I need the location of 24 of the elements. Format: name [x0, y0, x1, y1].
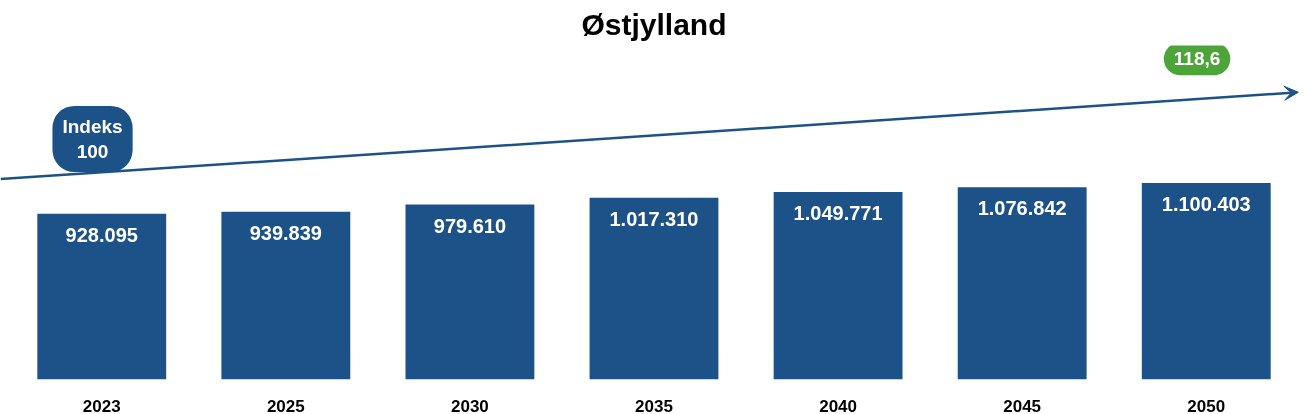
bar — [957, 187, 1087, 380]
data-label: 1.076.842 — [977, 197, 1067, 220]
data-label: 1.049.771 — [793, 202, 883, 225]
x-tick-label: 2040 — [819, 396, 857, 414]
x-tick-label: 2035 — [635, 396, 673, 414]
text: 118,6 — [1173, 48, 1221, 70]
bar — [221, 211, 351, 380]
data-label: 939.839 — [249, 221, 322, 244]
x-tick-label: 2030 — [451, 396, 489, 414]
x-tick-label: 2023 — [82, 396, 121, 414]
chart-title: Østjylland — [581, 7, 727, 41]
data-label: 979.610 — [433, 214, 507, 237]
x-tick-label: 2025 — [266, 396, 305, 414]
x-tick-label: 2045 — [1003, 396, 1042, 414]
bar — [37, 213, 167, 380]
bar — [589, 197, 719, 380]
data-label: 1.100.403 — [1161, 193, 1251, 216]
bar — [773, 192, 903, 380]
data-label: 1.017.310 — [609, 207, 699, 230]
bar — [1141, 183, 1271, 380]
text: Indeks 100 — [62, 115, 123, 163]
data-label: 928.095 — [65, 223, 138, 246]
bar — [405, 204, 535, 380]
x-tick-label: 2050 — [1187, 396, 1226, 414]
